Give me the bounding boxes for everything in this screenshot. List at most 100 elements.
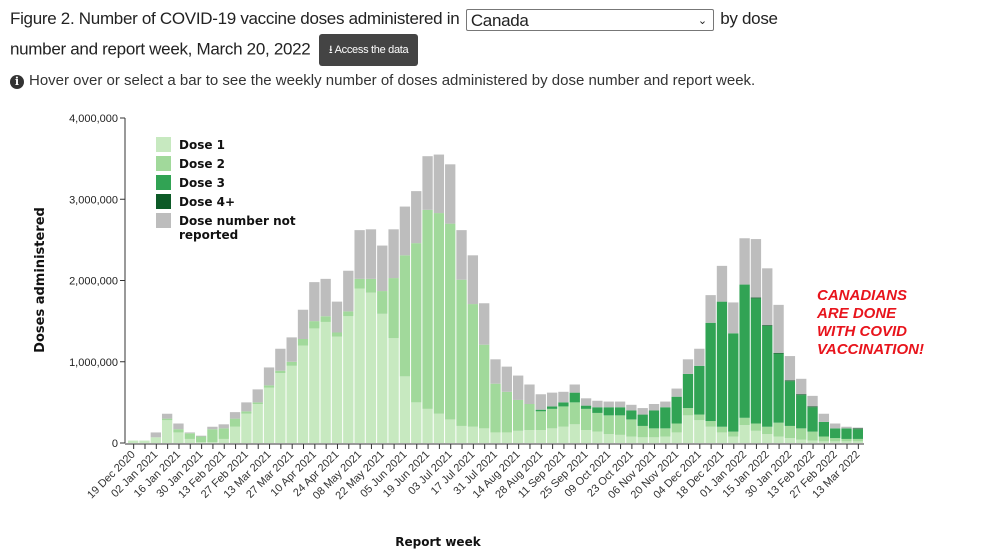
bar-segment-dose-1[interactable]	[818, 441, 830, 443]
bar-segment-dose-3[interactable]	[535, 409, 546, 412]
bar-segment-dose-2[interactable]	[637, 425, 648, 438]
bar-segment-dose-2[interactable]	[773, 422, 784, 437]
bar-segment-dose-1[interactable]	[671, 432, 682, 443]
bar-segment-dose-1[interactable]	[388, 338, 399, 443]
bar-segment-dose-number-not-reported[interactable]	[433, 154, 445, 214]
bar-segment-dose-1[interactable]	[150, 437, 161, 443]
bar-segment-dose-number-not-reported[interactable]	[354, 230, 365, 279]
bar-segment-dose-2[interactable]	[626, 419, 637, 437]
bar-segment-dose-3[interactable]	[694, 365, 705, 415]
bar-segment-dose-2[interactable]	[705, 421, 716, 427]
bar-segment-dose-2[interactable]	[739, 417, 750, 426]
bar-segment-dose-number-not-reported[interactable]	[524, 384, 535, 405]
bar-segment-dose-3[interactable]	[603, 407, 614, 416]
bar-segment-dose-2[interactable]	[535, 411, 546, 430]
bar-segment-dose-1[interactable]	[161, 420, 173, 443]
bar-segment-dose-1[interactable]	[490, 432, 501, 443]
bar-segment-dose-1[interactable]	[535, 430, 546, 443]
bar-segment-dose-2[interactable]	[365, 278, 377, 293]
bar-segment-dose-number-not-reported[interactable]	[422, 156, 433, 210]
bar-segment-dose-1[interactable]	[377, 313, 388, 443]
bar-segment-dose-3[interactable]	[841, 428, 852, 439]
bar-segment-dose-2[interactable]	[569, 402, 580, 425]
bar-segment-dose-1[interactable]	[796, 439, 807, 443]
bar-segment-dose-2[interactable]	[524, 404, 535, 430]
bar-segment-dose-2[interactable]	[320, 316, 331, 322]
bar-segment-dose-2[interactable]	[546, 408, 558, 429]
bar-segment-dose-number-not-reported[interactable]	[739, 238, 750, 285]
bar-segment-dose-2[interactable]	[195, 436, 207, 443]
bar-segment-dose-2[interactable]	[456, 279, 467, 426]
bar-segment-dose-number-not-reported[interactable]	[241, 402, 252, 412]
bar-segment-dose-1[interactable]	[433, 413, 445, 443]
bar-segment-dose-1[interactable]	[558, 426, 569, 443]
bar-segment-dose-2[interactable]	[173, 429, 184, 433]
bar-segment-dose-2[interactable]	[660, 428, 671, 437]
bar-segment-dose-number-not-reported[interactable]	[694, 348, 705, 366]
bar-segment-dose-3[interactable]	[626, 410, 637, 420]
bar-segment-dose-number-not-reported[interactable]	[195, 435, 207, 437]
bar-segment-dose-3[interactable]	[569, 392, 580, 403]
bar-segment-dose-1[interactable]	[592, 431, 603, 443]
bar-segment-dose-1[interactable]	[501, 432, 512, 443]
bar-segment-dose-3[interactable]	[830, 428, 841, 439]
bar-segment-dose-1[interactable]	[445, 419, 456, 443]
bar-segment-dose-2[interactable]	[728, 431, 739, 437]
bar-segment-dose-2[interactable]	[716, 426, 728, 433]
bar-segment-dose-2[interactable]	[411, 243, 422, 403]
bar-segment-dose-3[interactable]	[705, 322, 716, 422]
bar-segment-dose-1[interactable]	[354, 288, 365, 443]
bar-segment-dose-number-not-reported[interactable]	[184, 432, 195, 434]
bar-segment-dose-number-not-reported[interactable]	[207, 426, 218, 430]
bar-segment-dose-number-not-reported[interactable]	[558, 391, 569, 403]
bar-segment-dose-1[interactable]	[637, 437, 648, 443]
bar-segment-dose-2[interactable]	[286, 361, 297, 366]
bar-segment-dose-1[interactable]	[343, 316, 354, 443]
bar-segment-dose-2[interactable]	[558, 406, 569, 427]
bar-segment-dose-1[interactable]	[331, 336, 343, 443]
bar-segment-dose-1[interactable]	[275, 373, 286, 443]
bar-segment-dose-1[interactable]	[626, 436, 637, 444]
bar-segment-dose-3[interactable]	[558, 402, 569, 407]
bar-segment-dose-number-not-reported[interactable]	[773, 304, 784, 353]
bar-segment-dose-number-not-reported[interactable]	[456, 230, 467, 280]
bar-segment-dose-1[interactable]	[309, 328, 320, 443]
bar-segment-dose-2[interactable]	[796, 428, 807, 440]
bar-segment-dose-2[interactable]	[580, 408, 592, 430]
bar-segment-dose-3[interactable]	[648, 410, 660, 429]
bar-segment-dose-1[interactable]	[694, 420, 705, 443]
bar-segment-dose-2[interactable]	[399, 255, 411, 377]
bar-segment-dose-number-not-reported[interactable]	[603, 401, 614, 408]
bar-segment-dose-number-not-reported[interactable]	[411, 191, 422, 244]
bar-segment-dose-2[interactable]	[229, 418, 241, 427]
bar-segment-dose-1[interactable]	[852, 441, 863, 443]
bar-segment-dose-2[interactable]	[648, 428, 660, 438]
bar-segment-dose-number-not-reported[interactable]	[229, 412, 241, 419]
bar-segment-dose-3[interactable]	[592, 407, 603, 413]
bar-segment-dose-2[interactable]	[694, 414, 705, 421]
bar-segment-dose-number-not-reported[interactable]	[546, 392, 558, 407]
bar-segment-dose-1[interactable]	[173, 432, 184, 443]
bar-segment-dose-number-not-reported[interactable]	[512, 375, 524, 400]
bar-segment-dose-number-not-reported[interactable]	[762, 268, 773, 326]
bar-segment-dose-number-not-reported[interactable]	[660, 401, 671, 408]
bar-segment-dose-2[interactable]	[309, 321, 320, 329]
bar-segment-dose-3[interactable]	[682, 373, 694, 409]
bar-segment-dose-number-not-reported[interactable]	[252, 389, 263, 403]
bar-segment-dose-3[interactable]	[660, 407, 671, 429]
bar-segment-dose-2[interactable]	[490, 383, 501, 433]
bar-segment-dose-3[interactable]	[728, 333, 739, 432]
bar-segment-dose-number-not-reported[interactable]	[150, 432, 161, 438]
bar-segment-dose-2[interactable]	[297, 339, 309, 346]
bar-segment-dose-1[interactable]	[411, 402, 422, 443]
bar-segment-dose-2[interactable]	[184, 433, 195, 439]
bar-segment-dose-number-not-reported[interactable]	[716, 265, 728, 302]
bar-segment-dose-1[interactable]	[422, 408, 433, 443]
bar-segment-dose-2[interactable]	[818, 436, 830, 442]
bar-segment-dose-number-not-reported[interactable]	[218, 424, 229, 429]
bar-segment-dose-number-not-reported[interactable]	[705, 295, 716, 323]
bar-segment-dose-4-[interactable]	[796, 394, 807, 396]
bar-segment-dose-number-not-reported[interactable]	[445, 164, 456, 224]
bar-segment-dose-2[interactable]	[331, 332, 343, 337]
bar-segment-dose-2[interactable]	[218, 428, 229, 439]
